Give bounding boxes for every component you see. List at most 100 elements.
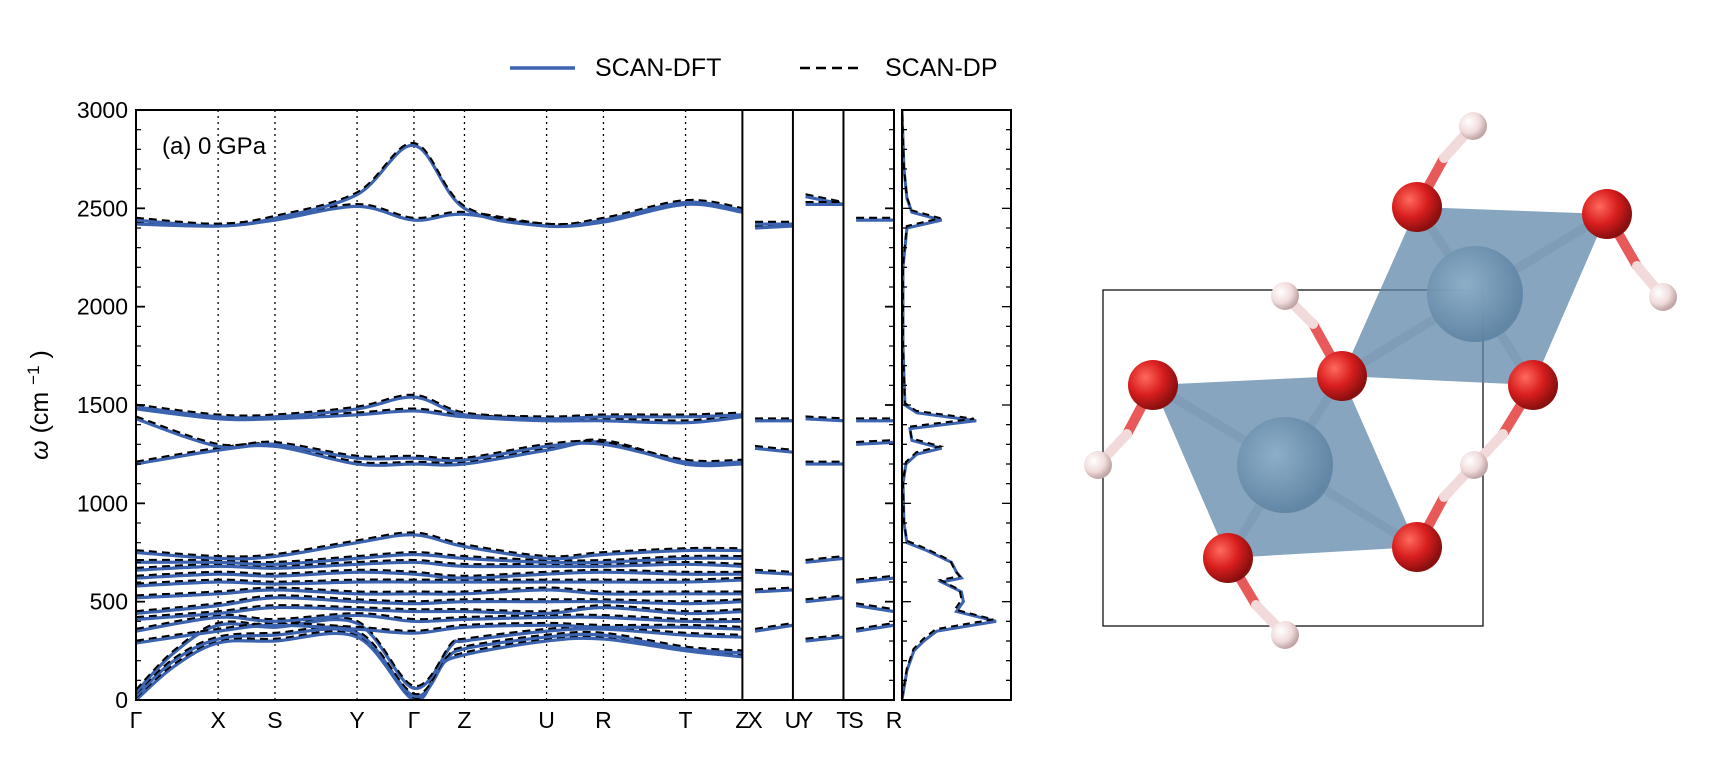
y-tick-label: 3000: [77, 97, 128, 123]
scan-dft-band: [136, 395, 743, 421]
scan-dp-band: [136, 142, 743, 226]
scan-dp-band: [856, 439, 894, 443]
x-tick-label: X: [210, 707, 225, 733]
dos-dp-line: [902, 110, 994, 699]
y-axis-label-unit-prefix: (cm: [26, 392, 54, 434]
scan-dp-band: [136, 576, 743, 585]
y-tick-label: 0: [115, 687, 128, 713]
x-axis-ticks: Γ X S Y Γ Z U R T ZX UY TS R: [130, 707, 903, 733]
scan-dft-band: [136, 605, 743, 621]
scan-dp-band: [136, 594, 743, 613]
hydrogen-atoms: [1084, 112, 1677, 649]
metal-atom-upper: [1427, 246, 1523, 342]
scan-dp-band: [754, 568, 793, 573]
y-axis-label-unit-sup: −1: [24, 365, 43, 384]
scan-dft-band: [805, 556, 844, 564]
scan-dft-band: [136, 613, 743, 633]
scan-dp-band: [136, 568, 743, 577]
legend: SCAN-DFT SCAN-DP: [510, 54, 998, 82]
scan-dp-band: [136, 616, 743, 691]
panel-label: (a) 0 GPa: [162, 133, 267, 160]
scan-dp-band: [136, 393, 743, 418]
scan-dp-band: [754, 586, 793, 591]
y-tick-label: 500: [90, 589, 128, 615]
scan-dft-band: [136, 618, 743, 694]
scan-dft-band: [136, 552, 743, 567]
scan-dp-band: [754, 444, 794, 451]
x-tick-label: Y: [349, 707, 364, 733]
scan-dp-band: [855, 621, 894, 630]
y-axis-label-symbol: ω: [26, 440, 54, 459]
scan-dp-band: [136, 604, 743, 619]
x-tick-label: U: [785, 707, 802, 733]
scan-dft-band: [136, 627, 743, 698]
scan-dp-band: [136, 621, 743, 642]
dos-y-ticks: [902, 109, 1011, 701]
scan-dft-band: [136, 578, 743, 588]
y-tick-label: 1000: [77, 490, 128, 516]
scan-dp-band: [136, 586, 743, 597]
x-tick-label: R: [595, 707, 612, 733]
crystal-structure-illustration: [1084, 112, 1677, 649]
x-tick-label: Γ: [408, 707, 421, 733]
y-tick-label: 1500: [77, 392, 128, 418]
scan-dft-band: [136, 596, 743, 616]
scan-dp-band: [136, 625, 743, 695]
y-axis-label-unit-suffix: ): [26, 350, 54, 358]
k-point-dotted-lines: [217, 110, 687, 700]
x-tick-label: U: [538, 707, 555, 733]
scan-dft-band: [136, 143, 743, 229]
x-tick-label: R: [886, 707, 903, 733]
scan-dft-band: [136, 560, 743, 572]
y-axis-ticks: 0 500 1000 1500 2000 2500 3000: [77, 97, 894, 713]
x-tick-label: S: [848, 707, 863, 733]
scan-dft-band: [136, 623, 743, 645]
x-tick-label: Z: [457, 707, 471, 733]
scan-dp-band: [805, 555, 844, 561]
dos-lines: [902, 110, 997, 700]
scan-dp-band: [855, 574, 894, 581]
scan-dp-band: [136, 531, 743, 558]
scan-dp-band: [805, 594, 844, 601]
scan-dft-band: [754, 588, 794, 594]
x-tick-label: Y: [798, 707, 813, 733]
scan-dft-band: [136, 407, 743, 425]
oxygen-hydrogen-bonds: [1093, 121, 1668, 640]
scan-dp-band: [136, 415, 743, 462]
x-tick-label: Γ: [130, 707, 143, 733]
scan-dp-band: [754, 621, 794, 630]
scan-dp-band: [805, 633, 844, 640]
x-tick-label: T: [836, 707, 850, 733]
y-tick-label: 2500: [77, 195, 128, 221]
scan-dft-band: [754, 446, 794, 454]
x-tick-label: Z: [735, 707, 749, 733]
scan-dft-band: [855, 623, 894, 633]
scan-dft-band: [805, 596, 844, 604]
scan-dp-band: [136, 200, 743, 226]
dos-panel: [901, 109, 1012, 701]
scan-dft-band: [805, 417, 844, 423]
y-axis-label: ω (cm −1 ): [17, 350, 54, 460]
x-tick-label: S: [267, 707, 282, 733]
scan-dp-band: [855, 602, 894, 611]
scan-dft-band: [136, 417, 743, 465]
metal-atom-lower: [1237, 417, 1333, 513]
x-tick-label: T: [679, 707, 693, 733]
scan-dft-band: [855, 604, 894, 614]
y-tick-label: 2000: [77, 294, 128, 320]
scan-dft-band: [754, 623, 794, 633]
scan-dft-band: [136, 588, 743, 600]
band-lines: [136, 142, 894, 700]
segment-break-lines: [741, 110, 845, 700]
scan-dp-band: [136, 612, 743, 630]
legend-label-scan-dft: SCAN-DFT: [595, 54, 721, 82]
scan-dft-band: [754, 570, 794, 576]
scan-dft-band: [805, 635, 844, 643]
scan-dp-band: [805, 193, 844, 204]
oxygen-atoms: [1128, 182, 1632, 583]
scan-dft-band: [856, 440, 894, 446]
scan-dp-band: [805, 415, 844, 420]
legend-label-scan-dp: SCAN-DP: [885, 54, 998, 82]
